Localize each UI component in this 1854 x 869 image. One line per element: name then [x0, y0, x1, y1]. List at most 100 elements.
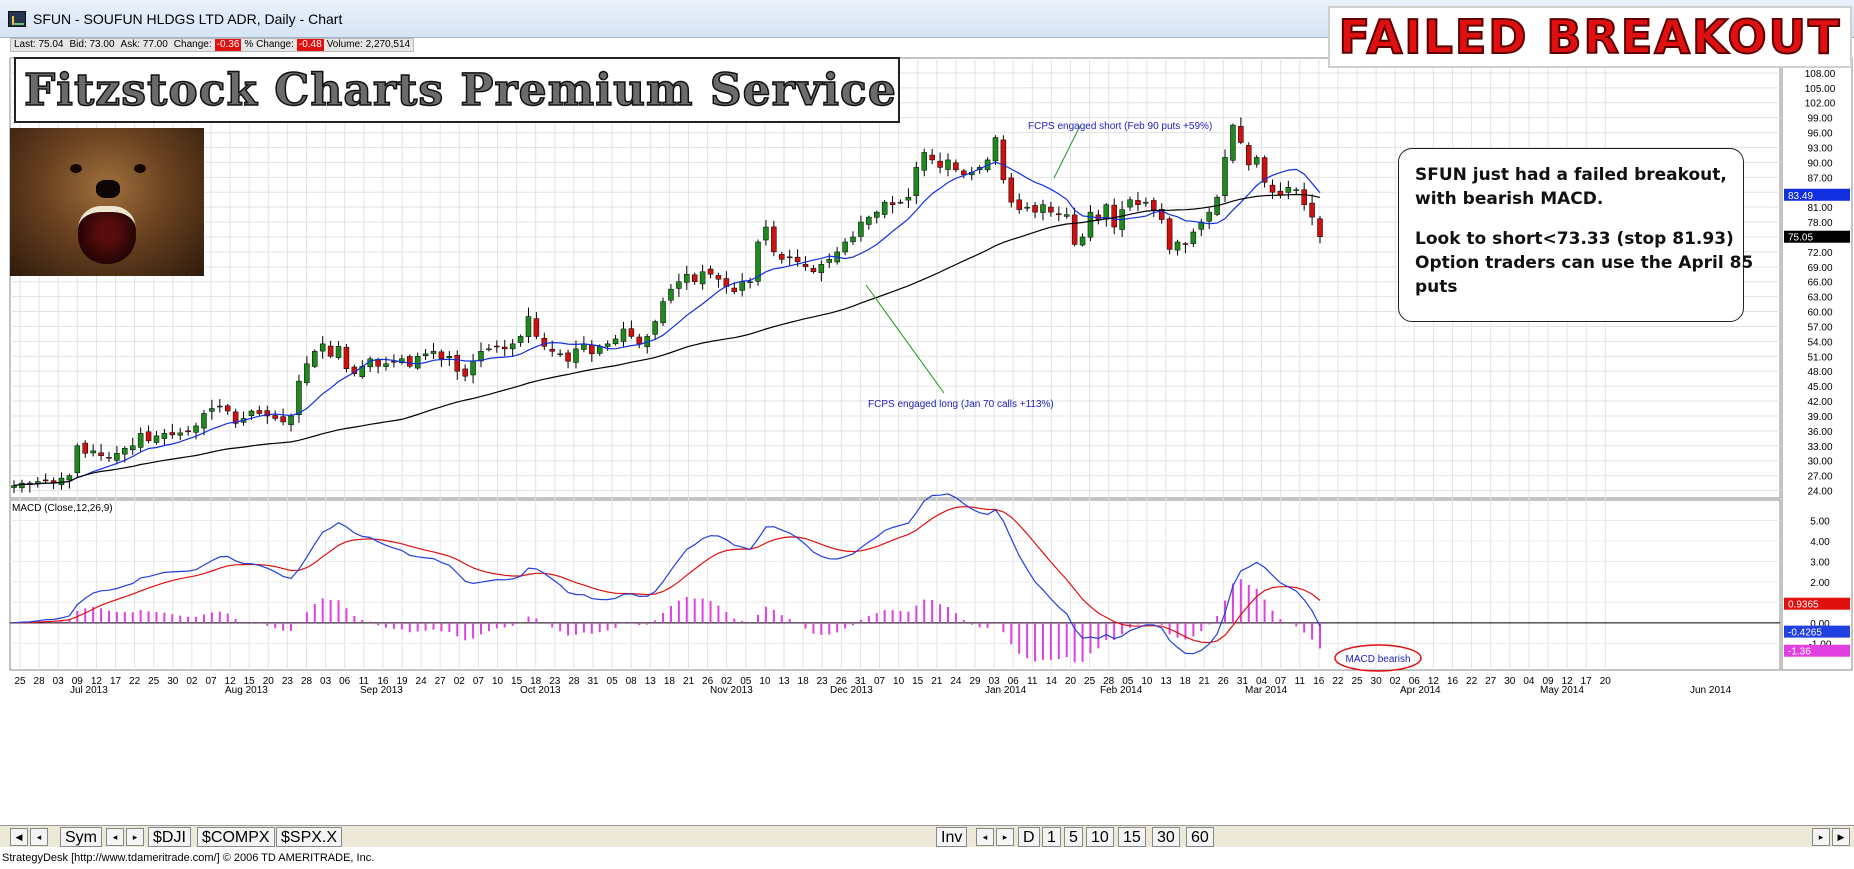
x-tick-label: 25 [1351, 676, 1363, 687]
candle-body [810, 268, 817, 273]
candle-body [755, 241, 761, 282]
candle-body [224, 405, 231, 412]
x-tick-label: 21 [931, 676, 943, 687]
window-title: SFUN - SOUFUN HLDGS LTD ADR, Daily - Cha… [33, 11, 343, 27]
x-tick-label: 28 [301, 676, 313, 687]
bear-image [10, 128, 204, 276]
candle-body [1174, 241, 1181, 251]
bear-eye-right [134, 164, 146, 173]
y-tick-label: 45.00 [1807, 382, 1832, 393]
x-tick-label: 25 [14, 676, 26, 687]
candle-body [1135, 200, 1141, 205]
candle-body [19, 482, 25, 489]
logo-text: Fitzstock Charts Premium Service [23, 64, 897, 117]
x-tick-label: 08 [626, 676, 638, 687]
month-label: Nov 2013 [710, 685, 753, 696]
failed-breakout-banner: FAILED BREAKOUT [1328, 6, 1852, 68]
y-tick-label: 42.00 [1807, 397, 1832, 408]
candle-body [786, 256, 793, 259]
scroll-right-button[interactable]: ▸ [1812, 828, 1830, 846]
candle-body [731, 287, 738, 292]
candle-body [794, 256, 801, 263]
x-tick-label: 10 [492, 676, 504, 687]
scroll-left-button[interactable]: ◂ [30, 828, 48, 846]
candle-body [826, 259, 833, 263]
candle-body [296, 380, 302, 416]
tab-15min[interactable]: 15 [1118, 827, 1146, 847]
y-tick-label: 63.00 [1807, 293, 1832, 304]
macd-line [13, 493, 1321, 655]
scroll-first-button[interactable]: ◀ [10, 828, 28, 846]
candle-body [430, 351, 437, 354]
candle-body [82, 442, 88, 454]
tab-compx[interactable]: $COMPX [197, 827, 275, 847]
x-tick-label: 28 [34, 676, 46, 687]
candle-body [1166, 218, 1173, 250]
candle-body [874, 211, 880, 218]
candle-body [422, 353, 429, 356]
macd-value-marker [1784, 625, 1850, 638]
sym-next-button[interactable]: ▸ [126, 828, 144, 846]
candle-body [636, 336, 643, 345]
interval-next-button[interactable]: ▸ [996, 828, 1014, 846]
tab-dji[interactable]: $DJI [148, 827, 191, 847]
last-price-marker [1784, 230, 1850, 243]
candle-body [604, 343, 611, 347]
callout-line-1: SFUN just had a failed breakout, [1415, 165, 1727, 185]
candle-body [153, 435, 160, 443]
candle-body [684, 274, 690, 283]
tab-inv[interactable]: Inv [936, 827, 968, 847]
x-tick-label: 20 [1065, 676, 1077, 687]
x-tick-label: 16 [1313, 676, 1325, 687]
banner-text: FAILED BREAKOUT [1338, 9, 1842, 65]
candle-body [193, 425, 199, 433]
x-tick-label: 07 [874, 676, 886, 687]
candle-body [858, 221, 864, 237]
x-tick-label: 12 [1428, 676, 1440, 687]
macd-hist-marker-label: -1.36 [1788, 647, 1811, 658]
sym-prev-button[interactable]: ◂ [106, 828, 124, 846]
x-tick-label: 17 [1581, 676, 1593, 687]
ma-fast-value: 83.49 [1788, 191, 1813, 202]
y-tick-label: 90.00 [1807, 158, 1832, 169]
x-tick-label: 07 [473, 676, 485, 687]
candle-body [343, 346, 350, 369]
y-tick-label: 72.00 [1807, 248, 1832, 259]
x-tick-label: 28 [568, 676, 580, 687]
tab-spx[interactable]: $SPX.X [276, 827, 343, 847]
y-tick-label: 36.00 [1807, 427, 1832, 438]
scroll-last-button[interactable]: ▶ [1832, 828, 1850, 846]
candle-body [1024, 206, 1030, 209]
y-tick-label: 30.00 [1807, 457, 1832, 468]
candle-body [1230, 124, 1236, 161]
x-tick-label: 12 [1562, 676, 1574, 687]
x-tick-label: 31 [587, 676, 599, 687]
tab-sym[interactable]: Sym [60, 827, 102, 847]
tab-1min[interactable]: 1 [1042, 827, 1061, 847]
macd-panel-title: MACD (Close,12,26,9) [12, 503, 113, 514]
candle-body [747, 281, 753, 283]
candle-body [106, 457, 112, 459]
bear-eye-left [70, 164, 82, 173]
candle-body [319, 343, 326, 352]
tab-10min[interactable]: 10 [1086, 827, 1114, 847]
candle-body [929, 154, 935, 161]
candle-body [668, 288, 674, 301]
tab-60min[interactable]: 60 [1186, 827, 1214, 847]
tab-30min[interactable]: 30 [1152, 827, 1180, 847]
tab-daily[interactable]: D [1018, 827, 1040, 847]
candle-body [1063, 214, 1070, 217]
interval-prev-button[interactable]: ◂ [976, 828, 994, 846]
x-tick-label: 07 [1275, 676, 1287, 687]
x-tick-label: 18 [664, 676, 676, 687]
bear-nose [96, 180, 120, 198]
macd-tick-label: 3.00 [1810, 557, 1830, 568]
candle-body [945, 159, 951, 170]
y-tick-label: 51.00 [1807, 352, 1832, 363]
y-tick-label: 54.00 [1807, 337, 1832, 348]
tab-5min[interactable]: 5 [1064, 827, 1083, 847]
chart-controls-bar: ◀ ◂ Sym ◂ ▸ $DJI $COMPX $SPX.X Inv ◂ ▸ D… [0, 825, 1854, 847]
candle-body [454, 354, 460, 372]
y-tick-label: 60.00 [1807, 308, 1832, 319]
ma-slow-line [13, 193, 1321, 487]
